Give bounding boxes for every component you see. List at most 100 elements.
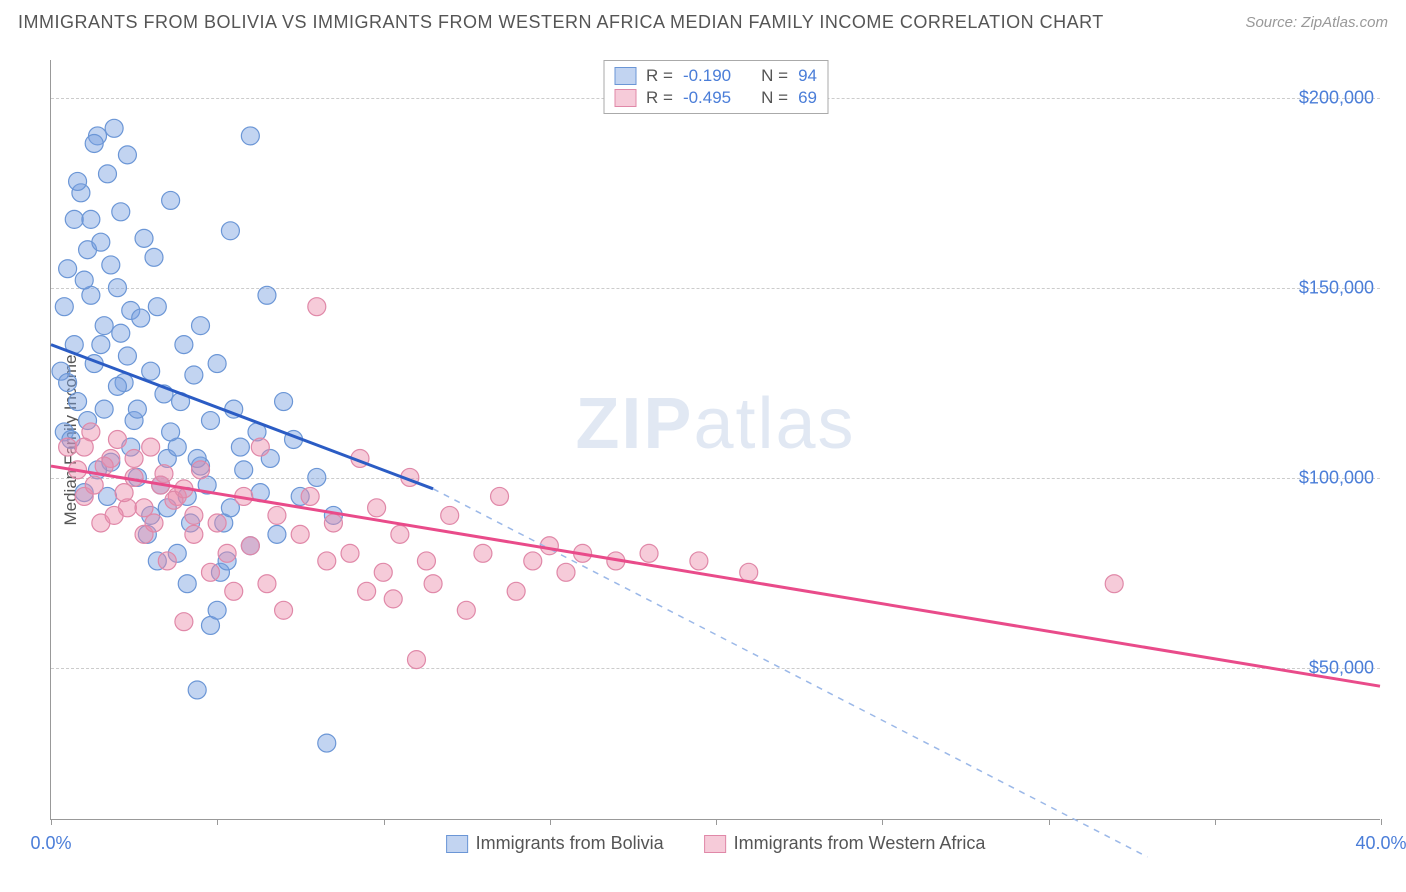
- data-point: [1105, 575, 1123, 593]
- data-point: [241, 537, 259, 555]
- data-point: [640, 544, 658, 562]
- data-point: [185, 506, 203, 524]
- data-point: [102, 256, 120, 274]
- data-point: [175, 336, 193, 354]
- data-point: [384, 590, 402, 608]
- plot-area: Median Family Income ZIPatlas $50,000$10…: [50, 60, 1380, 820]
- data-point: [308, 298, 326, 316]
- data-point: [241, 127, 259, 145]
- x-tick-mark: [1381, 819, 1382, 825]
- data-point: [142, 438, 160, 456]
- data-point: [75, 271, 93, 289]
- data-point: [108, 377, 126, 395]
- legend-item-bolivia: Immigrants from Bolivia: [446, 833, 664, 854]
- data-point: [118, 146, 136, 164]
- data-point: [318, 552, 336, 570]
- data-point: [162, 191, 180, 209]
- legend-label-wafrica: Immigrants from Western Africa: [734, 833, 986, 854]
- x-tick-mark: [882, 819, 883, 825]
- data-point: [258, 286, 276, 304]
- x-tick-mark: [1215, 819, 1216, 825]
- x-tick-label: 0.0%: [30, 833, 71, 854]
- swatch-bolivia-icon: [446, 835, 468, 853]
- data-point: [82, 210, 100, 228]
- data-point: [275, 393, 293, 411]
- data-point: [291, 525, 309, 543]
- swatch-bolivia: [614, 67, 636, 85]
- data-point: [740, 563, 758, 581]
- n-value-bolivia: 94: [798, 66, 817, 86]
- data-point: [192, 317, 210, 335]
- data-point: [145, 514, 163, 532]
- data-point: [690, 552, 708, 570]
- data-point: [557, 563, 575, 581]
- data-point: [69, 172, 87, 190]
- data-point: [391, 525, 409, 543]
- x-tick-mark: [1049, 819, 1050, 825]
- data-point: [374, 563, 392, 581]
- data-point: [95, 317, 113, 335]
- data-point: [108, 431, 126, 449]
- data-point: [407, 651, 425, 669]
- data-point: [258, 575, 276, 593]
- data-point: [417, 552, 435, 570]
- data-point: [188, 681, 206, 699]
- data-point: [115, 484, 133, 502]
- data-point: [324, 514, 342, 532]
- data-point: [424, 575, 442, 593]
- data-point: [105, 119, 123, 137]
- x-tick-mark: [51, 819, 52, 825]
- data-point: [524, 552, 542, 570]
- data-point: [59, 438, 77, 456]
- r-label: R =: [646, 88, 673, 108]
- data-point: [251, 438, 269, 456]
- data-point: [208, 514, 226, 532]
- swatch-wafrica: [614, 89, 636, 107]
- data-point: [142, 362, 160, 380]
- legend-label-bolivia: Immigrants from Bolivia: [476, 833, 664, 854]
- data-point: [225, 582, 243, 600]
- data-point: [474, 544, 492, 562]
- data-point: [92, 233, 110, 251]
- data-point: [268, 525, 286, 543]
- regression-line-extension: [433, 489, 1147, 857]
- data-point: [268, 506, 286, 524]
- data-point: [308, 468, 326, 486]
- data-point: [491, 487, 509, 505]
- data-point: [175, 613, 193, 631]
- x-tick-mark: [217, 819, 218, 825]
- data-point: [148, 298, 166, 316]
- data-point: [105, 506, 123, 524]
- scatter-svg: [51, 60, 1380, 819]
- data-point: [135, 499, 153, 517]
- data-point: [98, 165, 116, 183]
- x-tick-mark: [550, 819, 551, 825]
- data-point: [118, 347, 136, 365]
- x-tick-mark: [384, 819, 385, 825]
- data-point: [441, 506, 459, 524]
- data-point: [85, 476, 103, 494]
- r-label: R =: [646, 66, 673, 86]
- data-point: [95, 400, 113, 418]
- data-point: [69, 393, 87, 411]
- data-point: [132, 309, 150, 327]
- data-point: [85, 135, 103, 153]
- data-point: [341, 544, 359, 562]
- x-tick-label: 40.0%: [1355, 833, 1406, 854]
- data-point: [192, 461, 210, 479]
- data-point: [235, 461, 253, 479]
- data-point: [358, 582, 376, 600]
- data-point: [128, 400, 146, 418]
- data-point: [301, 487, 319, 505]
- data-point: [125, 449, 143, 467]
- data-point: [231, 438, 249, 456]
- data-point: [75, 438, 93, 456]
- n-value-wafrica: 69: [798, 88, 817, 108]
- data-point: [208, 601, 226, 619]
- swatch-wafrica-icon: [704, 835, 726, 853]
- data-point: [55, 298, 73, 316]
- data-point: [59, 374, 77, 392]
- data-point: [185, 366, 203, 384]
- data-point: [185, 525, 203, 543]
- corr-row-wafrica: R = -0.495 N = 69: [614, 87, 817, 109]
